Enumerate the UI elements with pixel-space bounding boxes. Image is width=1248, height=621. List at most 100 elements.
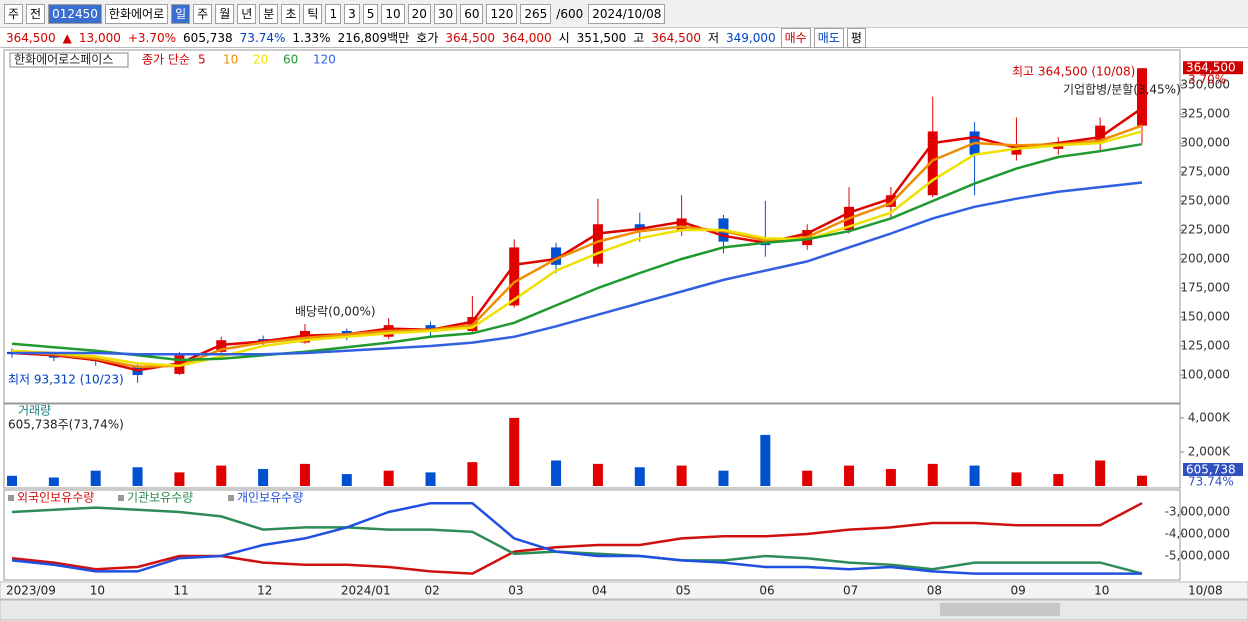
legend-ma-label: 종가 단순 [142,53,190,67]
candle-body [592,224,603,264]
change: 13,000 [78,30,121,45]
x-tick-label: 09 [1010,584,1025,598]
y-tick-label: 100,000 [1180,368,1230,382]
low: 349,000 [726,30,776,45]
tick-button[interactable]: 5 [362,3,379,24]
scroll-thumb[interactable] [940,603,1060,616]
volume-bar [592,463,603,486]
tick-button[interactable]: 3 [344,3,360,24]
line [12,181,1143,356]
legend-entry: 개인보유수량 [237,491,303,505]
volume-bar [760,434,771,486]
volume-bar [1137,475,1147,486]
interval-button[interactable]: 월 [215,3,235,24]
tick-button[interactable]: 60 [460,3,484,24]
interval-button[interactable]: 년 [237,3,257,24]
legend-entry: 5 [198,53,206,67]
date[interactable]: 2024/10/08 [588,3,666,24]
y-tick-label: 150,000 [1180,310,1230,324]
background [0,48,1248,621]
y-tick-label: 200,000 [1180,252,1230,266]
y-tick-label: -5,000,000 [1165,549,1230,563]
rate: +3.70% [127,30,177,45]
holdings-panel [3,489,1181,581]
count[interactable]: 265 [520,3,552,24]
volume-bar [90,470,101,486]
candle-body [1095,125,1106,144]
stock-name[interactable]: 한화에어로 [104,3,169,24]
last-rate-label: 3.70% [1188,73,1226,87]
legend-box [9,52,129,68]
interval-button[interactable]: 주 [193,3,213,24]
volume-bar [551,460,562,486]
tick-button[interactable]: 1 [325,3,342,24]
volume-bar [467,462,478,486]
volume-bar [425,472,436,486]
amount: 216,809백만 [337,31,410,45]
tick-button[interactable]: 20 [407,3,431,24]
x-tick-label: 04 [592,584,607,598]
last-price-box [1183,61,1243,75]
legend-swatch [228,495,234,501]
volume-bar [299,463,310,486]
buy-button[interactable]: 매수 [780,27,811,48]
volume-bar [1011,472,1022,486]
volume-bar [7,475,17,486]
annotation-merger: 기업합병/분할(3,45%) [1063,83,1181,97]
x-tick-label: 2024/01 [341,584,391,598]
volume-bar [634,467,645,486]
scope[interactable]: 전 [26,3,46,24]
interval-button[interactable]: 분 [259,3,279,24]
volume-bar [1095,460,1106,486]
interval-button[interactable]: 초 [281,3,301,24]
legend-entry: 기관보유수량 [127,491,193,505]
volume-bar [927,463,938,486]
x-axis-bar [0,581,1248,600]
legend-entry: 10 [223,53,238,67]
legend-entry: 120 [313,53,336,67]
volume-bar [383,470,394,486]
open-label: 시 [558,31,570,45]
volume-bar [132,467,143,486]
ask-label: 호가 [416,31,439,45]
candle-body [927,131,938,196]
y-tick-label: 4,000K [1188,410,1231,424]
volume: 605,738 [183,30,233,45]
high-label: 고 [633,31,645,45]
count-max: /600 [556,6,584,21]
volume-bar [1053,474,1064,486]
avg-button[interactable]: 평 [846,27,866,48]
arrow: ▲ [62,30,72,45]
interval-button[interactable]: 일 [171,3,191,24]
period-type[interactable]: 주 [4,3,24,24]
tick-button[interactable]: 30 [433,3,458,24]
last-volume-label: 605,738 [1186,463,1236,477]
x-tick-label: 11 [173,584,188,598]
scrollbar[interactable] [0,599,1248,621]
stock-code[interactable]: 012450 [48,3,102,24]
legend-entry: 외국인보유수량 [17,491,94,505]
volume-bar [216,465,227,486]
panel-subtitle: 605,738주(73,74%) [8,418,124,432]
y-tick-label: -4,000,000 [1165,527,1230,541]
annotation-low: 최저 93,312 (10/23) [8,373,124,387]
interval-button[interactable]: 틱 [303,3,323,24]
last-volume-rate: 73.74% [1188,475,1234,489]
y-tick-label: 325,000 [1180,107,1230,121]
sell-button[interactable]: 매도 [813,27,844,48]
volume-bar [174,472,185,486]
ask: 364,500 [445,30,495,45]
x-tick-label: 02 [425,584,440,598]
candle-body [634,224,645,231]
tick-button[interactable]: 10 [381,3,405,24]
legend-entry: 60 [283,53,298,67]
volume-bar [885,468,896,486]
tick-button[interactable]: 120 [486,3,518,24]
x-tick-label: 10 [90,584,105,598]
volume-bar [969,465,980,486]
candle-body [551,247,562,265]
legend-swatch [118,495,124,501]
x-end-label: 10/08 [1188,584,1223,598]
